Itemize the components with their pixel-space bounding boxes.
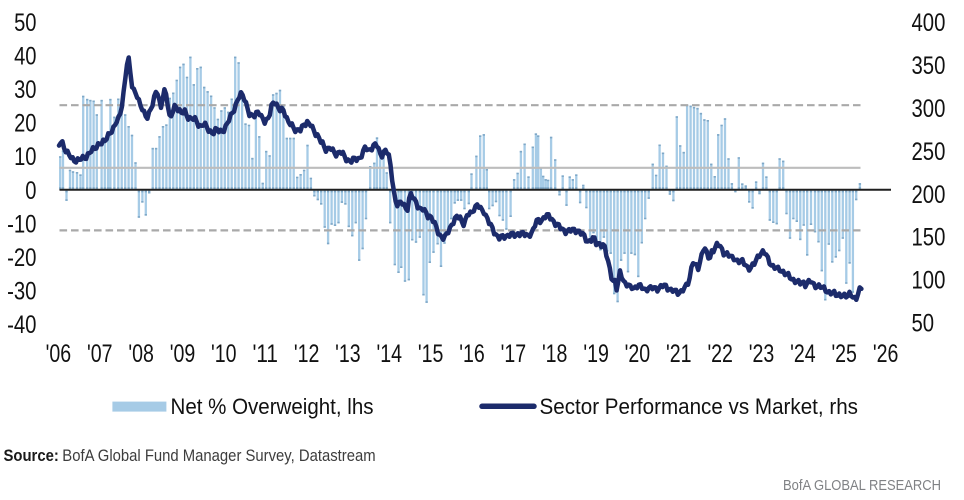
svg-text:50: 50	[14, 10, 36, 37]
svg-text:'22: '22	[707, 341, 733, 368]
svg-text:'14: '14	[377, 341, 403, 368]
svg-text:150: 150	[912, 225, 946, 252]
svg-text:-40: -40	[7, 312, 36, 339]
svg-text:BofA Global Fund Manager Surve: BofA Global Fund Manager Survey, Datastr…	[62, 446, 375, 465]
svg-text:10: 10	[14, 144, 36, 171]
svg-text:200: 200	[912, 182, 946, 209]
svg-text:40: 40	[14, 44, 36, 71]
svg-text:'25: '25	[831, 341, 857, 368]
svg-text:'18: '18	[542, 341, 568, 368]
svg-text:100: 100	[912, 268, 946, 295]
svg-text:'06: '06	[46, 341, 72, 368]
svg-text:300: 300	[912, 96, 946, 123]
svg-text:Net % Overweight, lhs: Net % Overweight, lhs	[171, 394, 374, 419]
svg-text:400: 400	[912, 10, 946, 37]
svg-text:350: 350	[912, 53, 946, 80]
svg-text:'17: '17	[501, 341, 527, 368]
svg-text:BofA GLOBAL RESEARCH: BofA GLOBAL RESEARCH	[783, 478, 941, 494]
svg-text:'24: '24	[790, 341, 816, 368]
svg-text:Sector Performance vs Market,: Sector Performance vs Market, rhs	[540, 394, 859, 419]
svg-text:'26: '26	[873, 341, 899, 368]
svg-text:-30: -30	[7, 279, 36, 306]
svg-text:'10: '10	[211, 341, 237, 368]
svg-text:0: 0	[25, 178, 36, 205]
svg-text:'16: '16	[459, 341, 485, 368]
svg-text:'21: '21	[666, 341, 692, 368]
svg-text:'09: '09	[170, 341, 196, 368]
svg-text:20: 20	[14, 111, 36, 138]
svg-text:-20: -20	[7, 245, 36, 272]
svg-text:'15: '15	[418, 341, 444, 368]
svg-text:50: 50	[912, 311, 935, 338]
svg-text:'12: '12	[294, 341, 320, 368]
svg-text:Source:: Source:	[4, 446, 59, 465]
svg-text:'23: '23	[749, 341, 775, 368]
svg-text:'08: '08	[128, 341, 154, 368]
svg-text:'13: '13	[335, 341, 361, 368]
svg-text:'11: '11	[252, 341, 278, 368]
svg-text:250: 250	[912, 139, 946, 166]
svg-text:-10: -10	[7, 211, 36, 238]
svg-text:30: 30	[14, 77, 36, 104]
svg-text:'20: '20	[625, 341, 651, 368]
svg-text:'07: '07	[87, 341, 113, 368]
svg-text:'19: '19	[583, 341, 609, 368]
